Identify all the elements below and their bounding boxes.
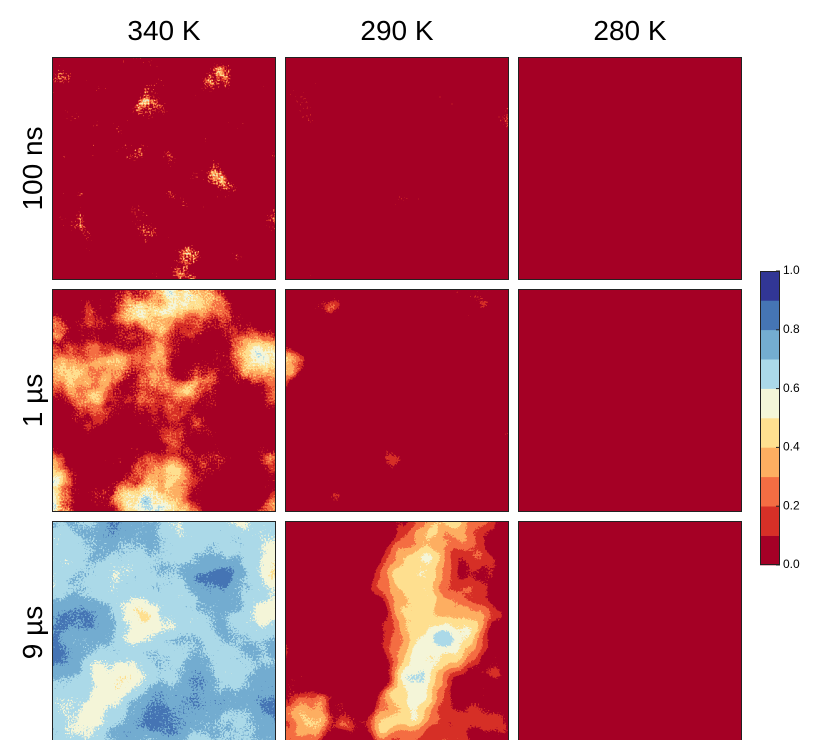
- row-label: 1 µs: [17, 374, 48, 427]
- colorbar-tick-label: 0.8: [783, 322, 800, 336]
- colorbar-segment: [760, 418, 780, 448]
- colorbar-tick-label: 1.0: [783, 263, 800, 277]
- figure: 340 K 290 K 280 K 100 ns 1 µs 9 µs 0.0 0.2 0.4 0.…: [0, 0, 816, 740]
- heatmap-panel: [285, 289, 509, 512]
- colorbar-segment: [760, 477, 780, 507]
- colorbar-tick-label: 0.0: [783, 557, 800, 571]
- heatmap-panel: [285, 57, 509, 280]
- colorbar-segment: [760, 536, 780, 566]
- heatmap-panel: [518, 57, 742, 280]
- colorbar-segment: [760, 389, 780, 419]
- colorbar-segment: [760, 330, 780, 360]
- heatmap-panel: [52, 289, 276, 512]
- row-label: 100 ns: [17, 126, 48, 210]
- column-label: 340 K: [127, 15, 200, 46]
- colorbar-tick-label: 0.6: [783, 381, 800, 395]
- colorbar-segment: [760, 271, 780, 301]
- column-label: 290 K: [360, 15, 433, 46]
- colorbar-segment: [760, 506, 780, 536]
- heatmap-panel: [518, 521, 742, 740]
- colorbar-segment: [760, 359, 780, 389]
- colorbar-tick-label: 0.2: [783, 498, 800, 512]
- heatmap-panel: [52, 57, 276, 280]
- colorbar-segment: [760, 447, 780, 477]
- heatmap-panel: [518, 289, 742, 512]
- page: {"figure": { "columns": ["340 K", "290 K…: [0, 0, 816, 740]
- colorbar-segment: [760, 300, 780, 330]
- colorbar-tick-label: 0.4: [783, 440, 800, 454]
- row-label: 9 µs: [17, 606, 48, 659]
- column-label: 280 K: [593, 15, 666, 46]
- heatmap-panel: [52, 521, 276, 740]
- heatmap-panel: [285, 521, 509, 740]
